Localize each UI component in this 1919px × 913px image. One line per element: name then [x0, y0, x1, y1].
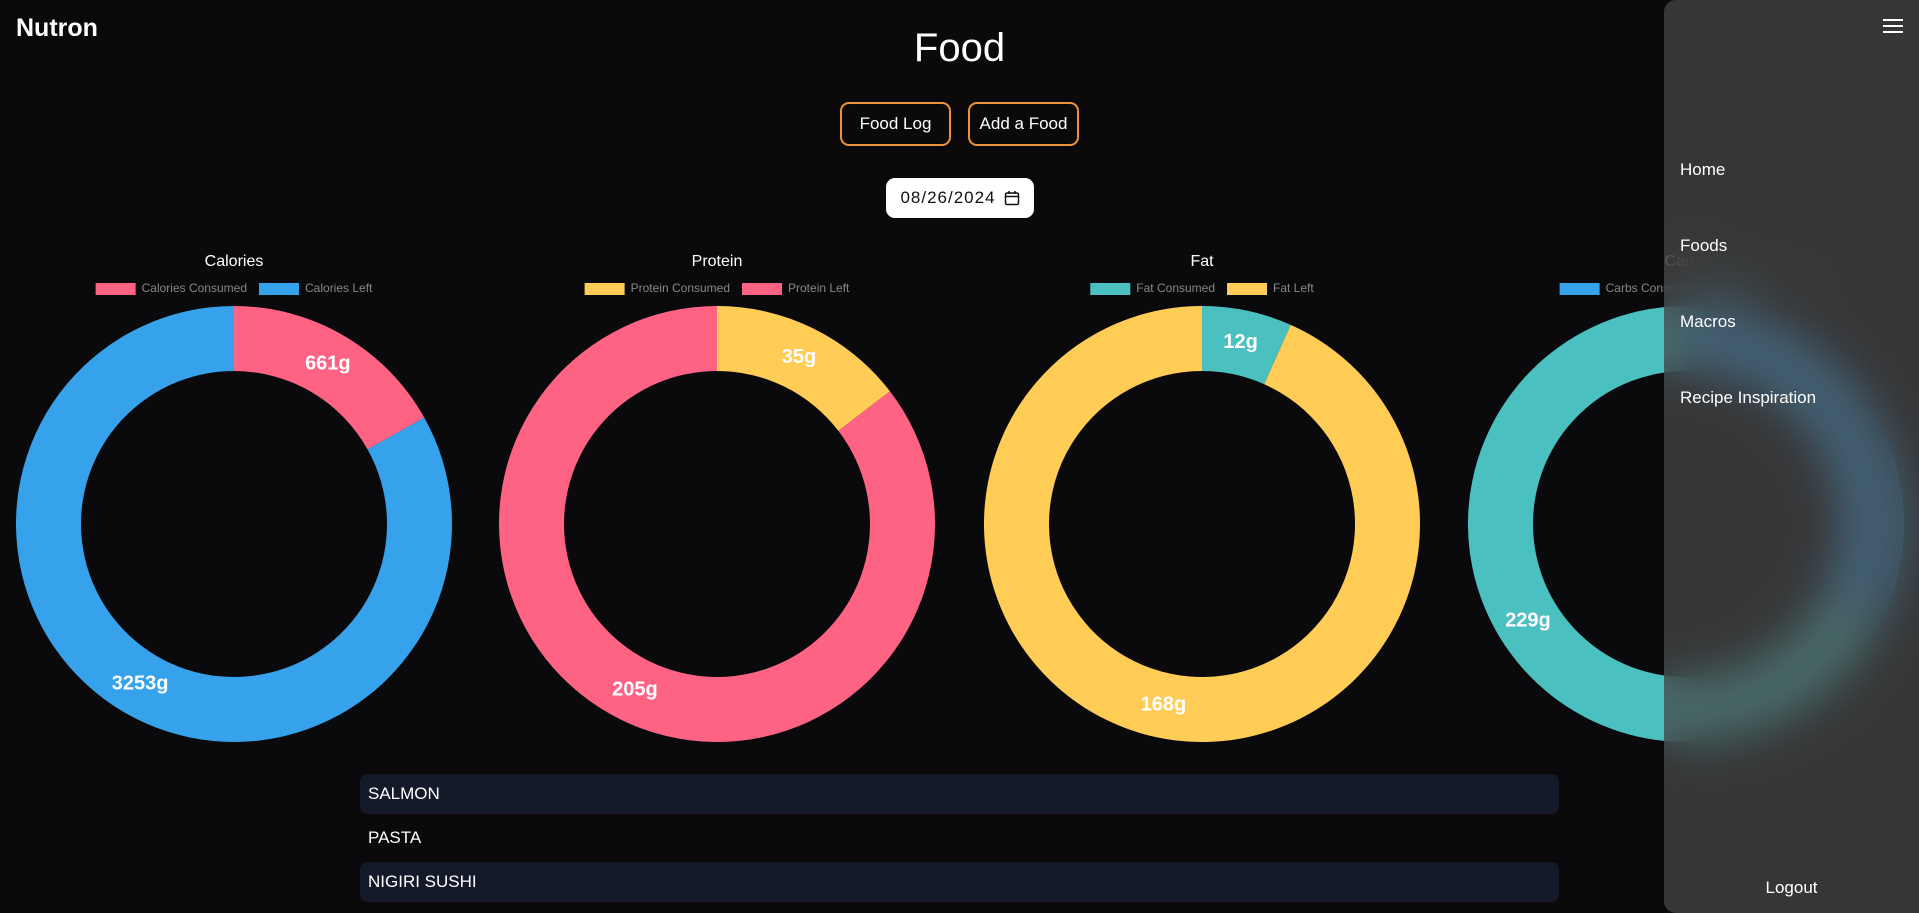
legend: Protein Consumed Protein Left	[584, 281, 850, 295]
legend-label: Protein Consumed	[631, 281, 730, 295]
legend-label: Protein Left	[788, 281, 850, 295]
donut-segment	[15, 306, 453, 742]
donut-segment	[499, 306, 935, 742]
legend-swatch	[259, 283, 300, 295]
button-bar: Food Log Add a Food	[0, 102, 1919, 146]
value-label: 168g	[1141, 694, 1187, 716]
legend-label: Fat Left	[1273, 281, 1314, 295]
food-row[interactable]: PASTA	[368, 828, 422, 847]
logout[interactable]: Logout	[1765, 878, 1818, 897]
food-log-button[interactable]: Food Log	[840, 102, 951, 146]
value-label: 35g	[782, 346, 816, 368]
legend: Fat Consumed Fat Left	[1090, 281, 1314, 295]
date-input[interactable]: 08/26/2024	[886, 178, 1034, 218]
legend-label: Fat Consumed	[1136, 281, 1215, 295]
legend-swatch	[1559, 283, 1600, 295]
chart-title: Fat	[1190, 253, 1214, 270]
legend-swatch	[1227, 283, 1268, 295]
food-row[interactable]: NIGIRI SUSHI	[360, 862, 1559, 902]
menu-item[interactable]: Foods	[1680, 236, 1728, 255]
legend-swatch	[95, 283, 136, 295]
legend: Calories Consumed Calories Left	[95, 281, 373, 295]
legend-label: Calories Consumed	[142, 281, 247, 295]
brand[interactable]: Nutron	[16, 14, 98, 42]
value-label: 661g	[305, 352, 351, 374]
donut-segment	[1202, 306, 1291, 385]
sidebar: Home Foods Macros Recipe Inspiration Log…	[1664, 0, 1919, 913]
legend-label: Calories Left	[305, 281, 373, 295]
menu-item[interactable]: Home	[1680, 160, 1726, 179]
value-label: 205g	[612, 679, 658, 701]
menu-icon[interactable]	[1883, 18, 1903, 34]
page-title: Food	[913, 26, 1006, 70]
legend-swatch	[584, 283, 625, 295]
calendar-icon	[1004, 191, 1019, 206]
donut-segment	[1467, 306, 1881, 742]
donut-segment	[234, 306, 425, 450]
value-label: 229g	[1505, 609, 1551, 631]
value-label: 12g	[1223, 331, 1257, 353]
food-row[interactable]: SALMON	[360, 774, 1559, 814]
charts: Calories Calories Consumed Calories Left 66…	[15, 253, 1904, 743]
menu-item[interactable]: Recipe Inspiration	[1680, 388, 1817, 407]
date-value: 08/26/2024	[900, 188, 996, 207]
menu-item[interactable]: Macros	[1680, 312, 1736, 331]
add-food-button[interactable]: Add a Food	[968, 102, 1079, 146]
value-label: 3253g	[112, 672, 169, 694]
donut-segment	[717, 306, 890, 431]
chart-title: Calories	[205, 253, 264, 270]
donut-segment	[984, 306, 1420, 743]
chart-title: Protein	[692, 253, 743, 270]
legend-swatch	[742, 283, 783, 295]
legend-swatch	[1090, 283, 1131, 295]
